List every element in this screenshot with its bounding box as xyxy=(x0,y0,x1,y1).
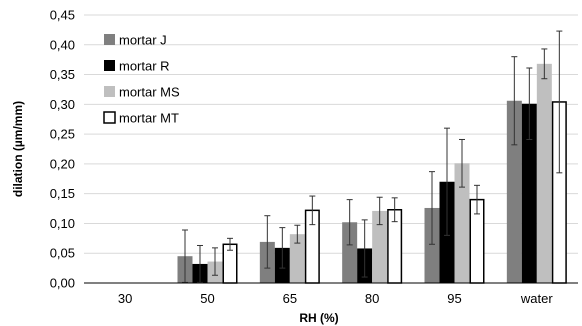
error-bar xyxy=(391,197,398,223)
x-tick-label: 95 xyxy=(447,291,461,306)
y-axis-ticks: 0,00 0,05 0,10 0,15 0,20 0,25 0,30 0,35 0,40 0,45 xyxy=(50,8,75,291)
error-bar xyxy=(197,244,203,283)
error-bar xyxy=(309,195,316,226)
error-bar xyxy=(556,30,563,174)
y-tick-label: 0,30 xyxy=(50,97,75,112)
x-axis-label: RH (%) xyxy=(299,311,338,325)
y-tick-label: 0,45 xyxy=(50,8,75,23)
gridlines xyxy=(84,14,578,254)
y-tick-label: 0,40 xyxy=(50,37,75,52)
error-bar xyxy=(429,171,435,245)
legend-label: mortar MS xyxy=(119,85,180,100)
y-tick-label: 0,05 xyxy=(50,246,75,261)
y-tick-label: 0,00 xyxy=(50,276,75,291)
x-tick-label: water xyxy=(520,291,553,306)
bar-mortar-r-water xyxy=(521,103,537,283)
x-tick-label: 30 xyxy=(118,291,132,306)
legend-label: mortar J xyxy=(119,33,167,48)
bar-mortar-ms-water xyxy=(536,63,552,283)
error-bar xyxy=(227,237,233,251)
x-tick-label: 65 xyxy=(283,291,297,306)
error-bar xyxy=(474,184,480,215)
bar-mortar-ms-95 xyxy=(454,163,470,283)
error-bar xyxy=(459,138,465,188)
error-bar xyxy=(264,215,271,269)
y-tick-label: 0,35 xyxy=(50,67,75,82)
bar-mortar-j-95 xyxy=(424,207,440,283)
legend-swatch xyxy=(104,34,115,45)
bar-mortar-ms-80 xyxy=(372,210,388,283)
legend: mortar J mortar R mortar MS mortar MT xyxy=(103,33,180,126)
error-bar xyxy=(346,199,353,246)
error-bar xyxy=(212,247,218,276)
bar-mortar-j-80 xyxy=(342,222,358,283)
bar-mortar-j-water xyxy=(506,100,522,283)
x-tick-label: 50 xyxy=(200,291,214,306)
y-tick-label: 0,10 xyxy=(50,216,75,231)
y-tick-label: 0,20 xyxy=(50,156,75,171)
legend-swatch xyxy=(104,86,115,97)
y-tick-label: 0,15 xyxy=(50,186,75,201)
legend-swatch xyxy=(104,60,115,71)
y-tick-label: 0,25 xyxy=(50,127,75,142)
error-bar xyxy=(294,224,301,244)
x-axis-ticks: 30 50 65 80 95 water xyxy=(118,291,553,306)
legend-swatch xyxy=(103,111,116,124)
error-bar xyxy=(279,227,286,269)
error-bars xyxy=(182,30,563,283)
legend-label: mortar MT xyxy=(119,111,179,126)
error-bar xyxy=(511,56,518,146)
error-bar xyxy=(376,196,383,226)
bar-mortar-ms-65 xyxy=(289,234,305,283)
bars xyxy=(177,63,567,284)
x-tick-label: 80 xyxy=(365,291,379,306)
error-bar xyxy=(361,219,368,278)
error-bar xyxy=(526,67,533,140)
legend-label: mortar R xyxy=(119,59,170,74)
y-axis-label: dilation (µm/mm) xyxy=(11,101,25,197)
error-bar xyxy=(182,229,188,283)
error-bar xyxy=(444,127,450,236)
error-bar xyxy=(541,48,548,80)
